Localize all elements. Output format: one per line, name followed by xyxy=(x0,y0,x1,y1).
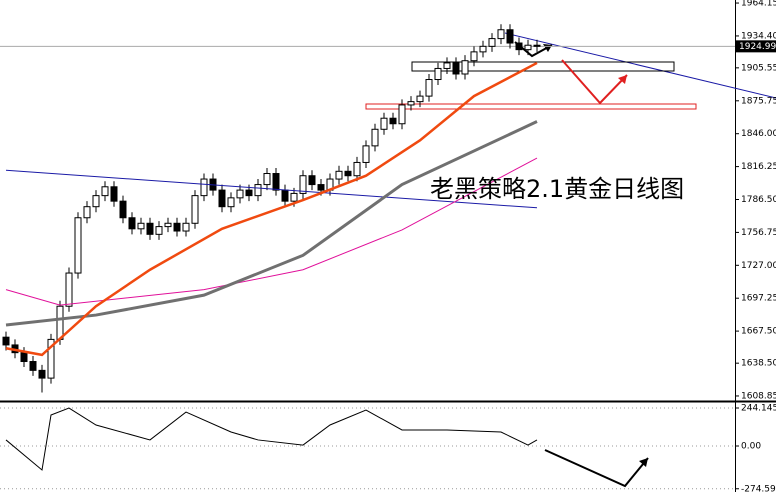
candle-body xyxy=(461,60,469,75)
candle-body xyxy=(353,161,361,177)
trend-line xyxy=(504,32,776,99)
candle-body xyxy=(371,128,379,147)
y-tick-label: 1964.15 xyxy=(741,0,776,9)
candle-body xyxy=(38,369,46,379)
candle-body xyxy=(137,222,145,230)
candle-body xyxy=(83,206,91,219)
candle-body xyxy=(344,170,352,177)
y-tick-label: -274.59 xyxy=(741,484,776,492)
candle-body xyxy=(398,104,406,125)
y-tick-label: 1608.85 xyxy=(741,391,776,401)
candle-body xyxy=(47,338,55,379)
moving-average xyxy=(5,61,538,357)
y-tick-label: 1816.25 xyxy=(741,162,776,172)
candle-body xyxy=(497,29,505,40)
candle-body xyxy=(515,42,523,51)
candle-body xyxy=(272,173,280,191)
moving-average xyxy=(5,120,538,327)
candle-body xyxy=(308,175,316,186)
candle-body xyxy=(452,62,460,75)
candle-body xyxy=(164,222,172,228)
candle-body xyxy=(29,361,37,371)
candle-body xyxy=(74,217,82,274)
moving-average xyxy=(5,169,538,209)
candle-body xyxy=(488,38,496,47)
candle-body xyxy=(434,67,442,81)
candle-body xyxy=(533,44,541,47)
candle-body xyxy=(200,178,208,197)
candle-body xyxy=(281,189,289,202)
candle-body xyxy=(20,352,28,363)
candle-body xyxy=(470,51,478,62)
candle-body xyxy=(524,44,532,51)
candle-body xyxy=(218,189,226,208)
candle-body xyxy=(155,226,163,235)
candle-body xyxy=(236,189,244,199)
candle-body xyxy=(389,117,397,125)
y-tick-label: 1786.50 xyxy=(741,195,776,205)
y-tick-label: 1846.00 xyxy=(741,129,776,139)
candle-body xyxy=(92,195,100,208)
candle-body xyxy=(506,29,514,44)
candle-body xyxy=(425,79,433,97)
candle-body xyxy=(119,200,127,219)
candle-body xyxy=(182,222,190,232)
candle-body xyxy=(290,192,298,202)
y-tick-label: 244.1452 xyxy=(741,404,776,414)
arrow-head xyxy=(618,75,627,84)
y-tick-label: 1667.50 xyxy=(741,327,776,337)
candle-body xyxy=(128,217,136,230)
candle-body xyxy=(443,62,451,69)
candle-body xyxy=(56,305,64,340)
arrow xyxy=(561,59,628,105)
candle-body xyxy=(362,145,370,163)
candle-body xyxy=(245,189,253,197)
candle-body xyxy=(335,170,343,180)
support-box xyxy=(365,103,697,110)
moving-average xyxy=(5,157,538,306)
y-tick-label: 1875.75 xyxy=(741,96,776,106)
candle-body xyxy=(173,222,181,232)
y-tick-label: 1756.75 xyxy=(741,228,776,238)
y-tick-label: 1934.40 xyxy=(741,31,776,41)
candle-body xyxy=(254,184,262,197)
candle-body xyxy=(227,197,235,208)
indicator-line xyxy=(5,407,538,471)
candle-body xyxy=(110,186,118,202)
candle-body xyxy=(317,184,325,191)
candle-body xyxy=(299,175,307,194)
y-tick-label: 1638.50 xyxy=(741,359,776,369)
candle-body xyxy=(416,95,424,103)
candle-body xyxy=(101,186,109,197)
candle-body xyxy=(380,117,388,130)
chart-title: 老黑策略2.1黄金日线图 xyxy=(430,175,684,203)
arrow xyxy=(544,449,649,488)
candle-body xyxy=(407,101,415,106)
resistance-box xyxy=(411,61,675,72)
candle-body xyxy=(146,222,154,235)
candle-body xyxy=(65,272,73,307)
candle-body xyxy=(191,195,199,224)
last-price-box xyxy=(736,40,776,53)
y-tick-label: 1697.25 xyxy=(741,294,776,304)
y-tick-label: 1727.00 xyxy=(741,261,776,271)
candle-body xyxy=(263,173,271,186)
candle-body xyxy=(2,336,10,346)
arrow-head xyxy=(639,458,648,467)
last-price-label: 1924.99 xyxy=(739,42,776,52)
candle-body xyxy=(479,45,487,53)
y-tick-label: 1905.55 xyxy=(741,63,776,73)
y-tick-label: 0.00 xyxy=(741,442,761,452)
